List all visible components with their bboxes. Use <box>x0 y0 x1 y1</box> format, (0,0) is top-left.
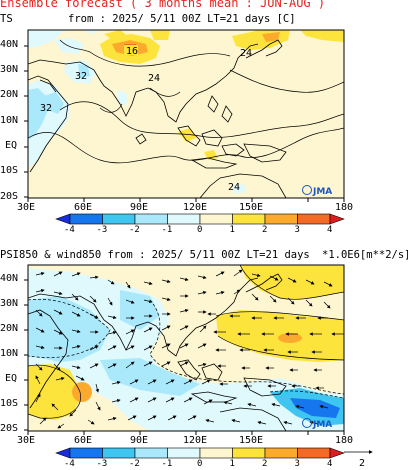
ts-cool-north <box>28 30 70 48</box>
panel2-title: PSI850 & wind850 from : 2025/ 5/11 00Z L… <box>0 249 310 261</box>
ts-label-32a: 32 <box>75 71 87 82</box>
ts-lon-30e: 30E <box>17 202 36 213</box>
psi-lat-20n: 20N <box>0 323 19 334</box>
ts-lat-20n: 20N <box>0 89 19 100</box>
jma-logo-2: JMA <box>302 418 332 430</box>
ts-label-24c: 24 <box>228 182 240 193</box>
colorbar-tick-label: 1 <box>229 225 235 235</box>
colorbar-segment <box>102 447 136 459</box>
colorbar-tick-label: 4 <box>327 225 333 235</box>
colorbar-segment <box>55 213 71 225</box>
colorbar-segment <box>297 213 331 225</box>
colorbar-segment <box>232 213 266 225</box>
psi-ticks <box>24 279 345 435</box>
psi-lat-30n: 30N <box>0 298 19 309</box>
ts-label-24b: 24 <box>240 48 252 59</box>
ts-contour-labels: 16 24 24 32 32 24 <box>40 45 252 193</box>
ts-lat-20s: 20S <box>0 191 19 202</box>
colorbar-segment <box>264 447 298 459</box>
ts-lon-120e: 120E <box>183 202 208 213</box>
colorbar-tick-label: 1 <box>229 459 235 469</box>
panel1-title: from : 2025/ 5/11 00Z LT=21 days [C] <box>68 13 296 25</box>
colorbar-segment <box>167 213 201 225</box>
colorbar-segment <box>69 213 103 225</box>
psi-lat-10s: 10S <box>0 398 19 409</box>
ts-contours <box>28 39 344 164</box>
colorbar-tick-label: -4 <box>64 459 75 469</box>
psi-low-arabia <box>28 296 110 362</box>
colorbar-segment <box>69 447 103 459</box>
colorbar-tick-label: -4 <box>64 225 75 235</box>
ts-label-16: 16 <box>126 46 138 57</box>
psi-lat-10n: 10N <box>0 348 19 359</box>
ts-ticks <box>24 45 345 202</box>
colorbar-tick-label: 0 <box>197 225 203 235</box>
colorbar-segment <box>55 447 71 459</box>
colorbar-tick-label: 0 <box>197 459 203 469</box>
colorbar-segment <box>329 447 345 459</box>
colorbar-tick-label: -1 <box>161 225 173 235</box>
colorbar-segment <box>134 213 168 225</box>
ts-lon-150e: 150E <box>239 202 264 213</box>
jma-logo-icon <box>302 185 312 195</box>
panel1-variable: TS <box>0 13 13 25</box>
ts-lat-eq: EQ <box>5 140 18 151</box>
psi-high-africa <box>28 364 80 420</box>
colorbar-segment <box>297 447 331 459</box>
psi-contours <box>28 265 344 419</box>
psi-lat-20s: 20S <box>0 423 19 434</box>
colorbar-tick-label: 3 <box>294 459 300 469</box>
ts-label-32b: 32 <box>40 103 52 114</box>
colorbar-tick-label: -3 <box>96 459 108 469</box>
ts-lat-10n: 10N <box>0 115 19 126</box>
page-header: Ensemble forecast ( 3 months mean : JUN-… <box>0 0 326 10</box>
ts-label-24a: 24 <box>148 73 160 84</box>
reference-vector-label: 2 <box>359 458 366 469</box>
colorbar-segment <box>199 447 233 459</box>
psi-lon-180: 180 <box>335 435 354 446</box>
jma-logo-icon <box>302 418 312 428</box>
ts-lat-30n: 30N <box>0 64 19 75</box>
psi-lon-60e: 60E <box>74 435 93 446</box>
ts-cold-arabia <box>28 88 48 140</box>
psi-negative-region <box>28 268 344 431</box>
colorbar-tick-label: 2 <box>262 225 268 235</box>
colorbar-tick-label: -2 <box>129 225 140 235</box>
wind-vectors <box>35 269 344 429</box>
ts-lon-180: 180 <box>335 202 354 213</box>
ts-lon-90e: 90E <box>130 202 149 213</box>
psi-coastlines <box>28 273 287 431</box>
psi-lon-90e: 90E <box>130 435 149 446</box>
psi-lon-30e: 30E <box>17 435 36 446</box>
ts-colorbar <box>55 213 345 225</box>
colorbar-segment <box>199 213 233 225</box>
colorbar-segment <box>167 447 201 459</box>
colorbar-segment <box>232 447 266 459</box>
psi-lon-120e: 120E <box>183 435 208 446</box>
colorbar-segment <box>329 213 345 225</box>
panel2-unit: *1.0E6[m**2/s] <box>322 249 408 261</box>
jma-logo-1: JMA <box>302 185 332 197</box>
colorbar-segment <box>134 447 168 459</box>
psi-lat-eq: EQ <box>5 373 18 384</box>
ts-lon-60e: 60E <box>74 202 93 213</box>
colorbar-tick-label: -2 <box>129 459 140 469</box>
ts-map-panel <box>28 30 344 198</box>
ts-lat-10s: 10S <box>0 165 19 176</box>
colorbar-segment <box>264 213 298 225</box>
psi-colorbar <box>55 447 345 459</box>
psi-lat-40n: 40N <box>0 273 19 284</box>
psi-lon-150e: 150E <box>239 435 264 446</box>
colorbar-tick-label: 3 <box>294 225 300 235</box>
colorbar-tick-label: 4 <box>327 459 333 469</box>
ts-lat-40n: 40N <box>0 39 19 50</box>
colorbar-tick-label: -1 <box>161 459 173 469</box>
colorbar-tick-label: -3 <box>96 225 108 235</box>
colorbar-tick-label: 2 <box>262 459 268 469</box>
psi-map-panel <box>28 265 344 431</box>
colorbar-segment <box>102 213 136 225</box>
